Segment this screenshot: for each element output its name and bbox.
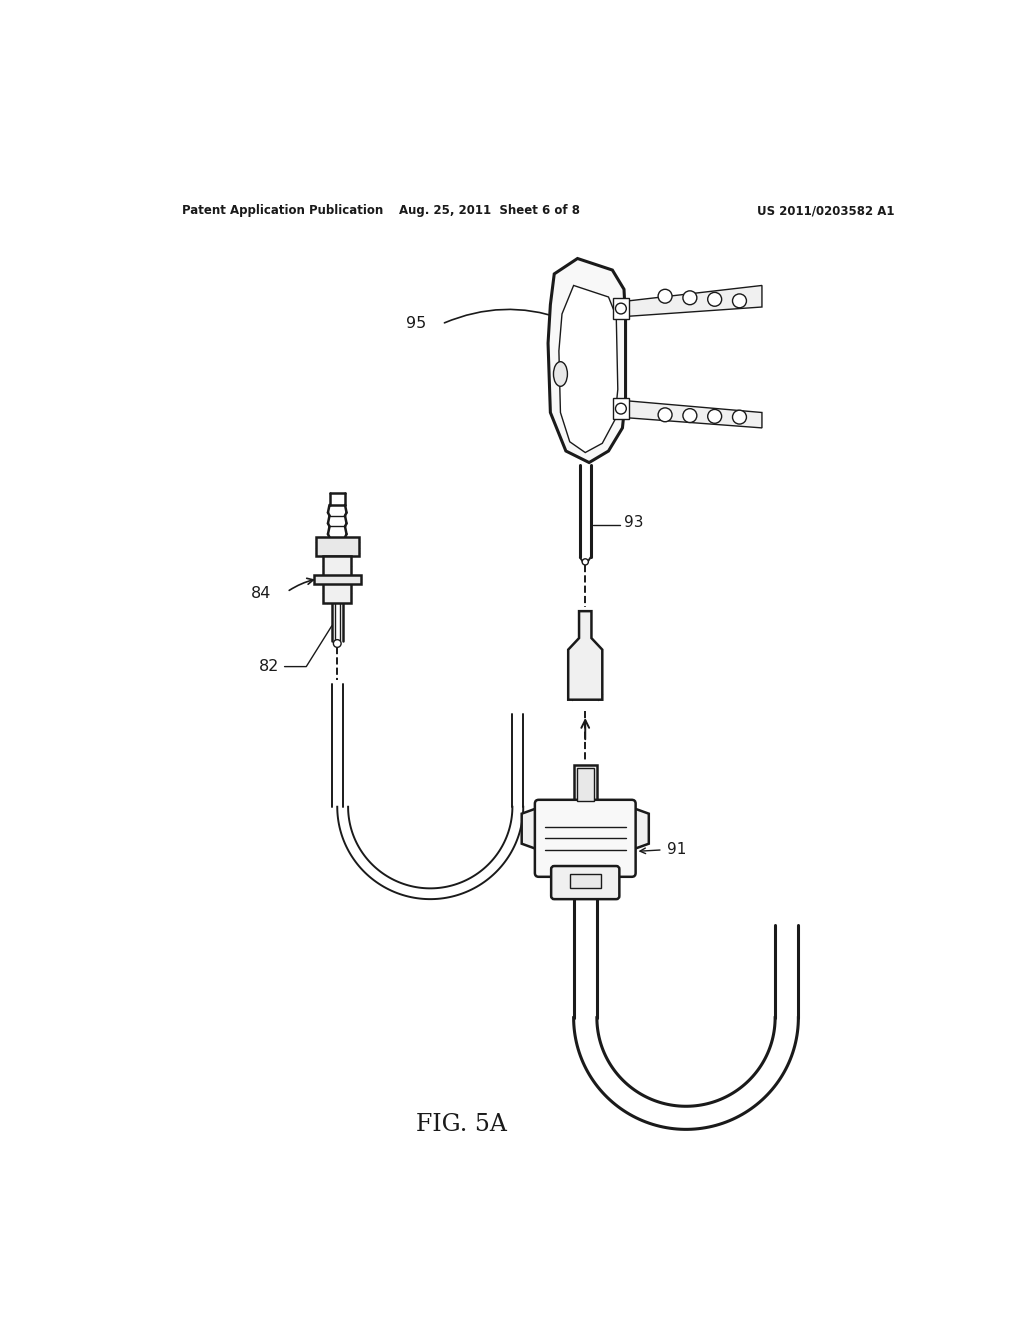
Circle shape	[732, 294, 746, 308]
Ellipse shape	[554, 362, 567, 387]
Circle shape	[615, 404, 627, 414]
Text: 91: 91	[667, 842, 686, 858]
Circle shape	[683, 409, 697, 422]
Text: FIG. 5A: FIG. 5A	[416, 1113, 507, 1137]
Circle shape	[615, 304, 627, 314]
Bar	[573, 766, 597, 804]
Circle shape	[708, 409, 722, 424]
Polygon shape	[521, 808, 539, 850]
Text: Aug. 25, 2011  Sheet 6 of 8: Aug. 25, 2011 Sheet 6 of 8	[398, 205, 580, 218]
Circle shape	[683, 290, 697, 305]
Polygon shape	[559, 285, 617, 453]
Polygon shape	[629, 285, 762, 317]
Text: 84: 84	[251, 586, 271, 601]
FancyBboxPatch shape	[535, 800, 636, 876]
FancyBboxPatch shape	[551, 866, 620, 899]
Text: US 2011/0203582 A1: US 2011/0203582 A1	[757, 205, 894, 218]
Circle shape	[658, 289, 672, 304]
Bar	[613, 298, 629, 319]
Circle shape	[708, 293, 722, 306]
Circle shape	[732, 411, 746, 424]
Bar	[569, 874, 601, 887]
Bar	[314, 576, 360, 585]
Bar	[577, 768, 594, 800]
Polygon shape	[568, 611, 602, 700]
Bar	[324, 557, 351, 603]
Polygon shape	[629, 401, 762, 428]
Text: 93: 93	[624, 515, 643, 531]
Polygon shape	[548, 259, 626, 462]
Text: Patent Application Publication: Patent Application Publication	[182, 205, 384, 218]
Circle shape	[334, 640, 341, 647]
Polygon shape	[632, 808, 649, 850]
Bar	[315, 537, 359, 557]
Text: 95: 95	[407, 317, 426, 331]
Bar	[613, 397, 629, 420]
Circle shape	[658, 408, 672, 422]
Circle shape	[583, 558, 589, 565]
Text: 82: 82	[259, 659, 280, 675]
